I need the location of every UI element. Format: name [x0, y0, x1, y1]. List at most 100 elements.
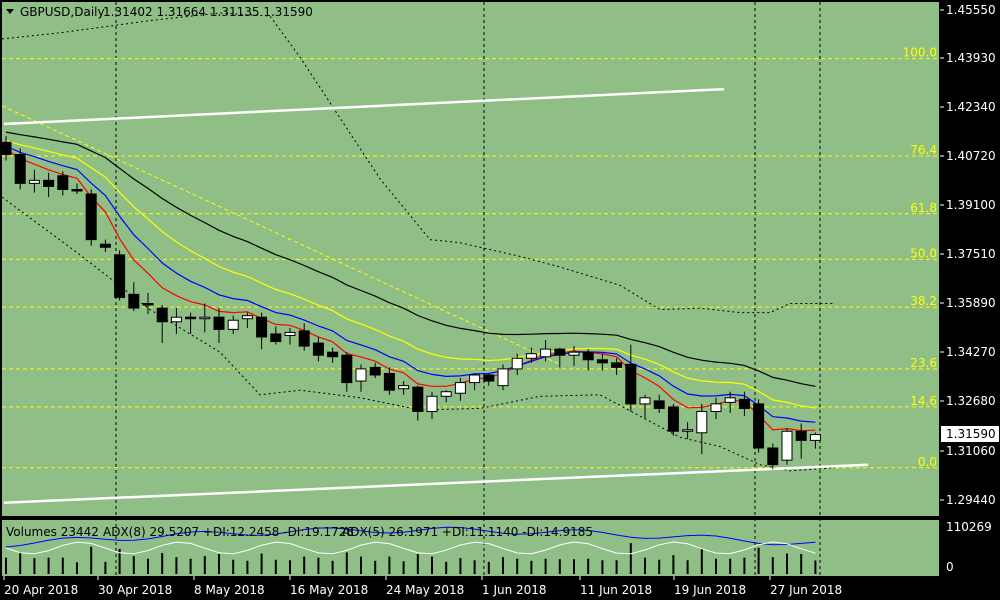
adx-main-line: [5, 526, 816, 548]
candle-body[interactable]: [483, 374, 495, 382]
candle-body[interactable]: [611, 362, 623, 368]
fib-level-label: 50.0: [910, 246, 937, 260]
price-axis-bg: [940, 0, 1000, 600]
candle-body[interactable]: [128, 293, 140, 309]
candle-body[interactable]: [696, 410, 708, 434]
date-label: 8 May 2018: [194, 583, 265, 597]
candle-body[interactable]: [398, 385, 410, 390]
volumes-label: Volumes 23442: [6, 525, 99, 539]
price-tick-label: 1.43930: [946, 51, 996, 65]
adx5-label: ADX(5) 26.1971 +DI:11.1140 -DI:14.9185: [342, 525, 593, 539]
candle-body[interactable]: [596, 359, 608, 364]
price-tick-label: 1.35890: [946, 296, 996, 310]
fib-level-label: 38.2: [910, 294, 937, 308]
fib-level-label: 0.0: [918, 455, 937, 469]
price-tick-label: 1.40720: [946, 149, 996, 163]
candle-body[interactable]: [284, 331, 296, 336]
current-price-label: 1.31590: [946, 427, 996, 441]
price-tick-label: 1.42340: [946, 100, 996, 114]
candle-body[interactable]: [469, 374, 481, 384]
date-label: 1 Jun 2018: [482, 583, 547, 597]
price-tick-label: 1.31060: [946, 444, 996, 458]
candle-body[interactable]: [724, 397, 736, 403]
candle-body[interactable]: [0, 141, 12, 155]
candle-body[interactable]: [554, 348, 566, 356]
candle-body[interactable]: [781, 430, 793, 461]
price-tick-label: 1.29440: [946, 493, 996, 507]
candle-body[interactable]: [14, 153, 26, 184]
candle-body[interactable]: [28, 179, 40, 184]
candle-body[interactable]: [653, 400, 665, 409]
candle-body[interactable]: [327, 351, 339, 358]
date-label: 30 Apr 2018: [98, 583, 172, 597]
candle-body[interactable]: [497, 368, 509, 387]
candle-body[interactable]: [710, 403, 722, 412]
candle-body[interactable]: [795, 430, 807, 441]
date-label: 19 Jun 2018: [674, 583, 746, 597]
candle-body[interactable]: [440, 391, 452, 397]
volume-tick-label: 110269: [946, 520, 992, 534]
ohlc-readout: 1.31402 1.31664 1.31135 1.31590: [103, 5, 313, 19]
volume-tick-label: 0: [946, 560, 954, 574]
candle-body[interactable]: [199, 316, 211, 320]
candle-body[interactable]: [525, 353, 537, 359]
lower-trendline[interactable]: [3, 463, 869, 504]
date-label: 24 May 2018: [386, 583, 464, 597]
candle-body[interactable]: [369, 366, 381, 376]
candle-body[interactable]: [682, 429, 694, 432]
fib-level-label: 14.6: [910, 394, 937, 408]
fib-diagonal: [1, 105, 561, 365]
candle-body[interactable]: [511, 357, 523, 370]
price-tick-label: 1.37510: [946, 247, 996, 261]
date-label: 20 Apr 2018: [4, 583, 78, 597]
candle-body[interactable]: [454, 382, 466, 394]
indicator-area[interactable]: [2, 520, 939, 576]
price-tick-label: 1.39100: [946, 198, 996, 212]
candle-body[interactable]: [213, 316, 225, 330]
candle-body[interactable]: [227, 319, 239, 330]
candle-body[interactable]: [241, 315, 253, 320]
candle-body[interactable]: [412, 386, 424, 412]
candle-body[interactable]: [667, 406, 679, 432]
candle-body[interactable]: [426, 395, 438, 412]
candle-body[interactable]: [639, 397, 651, 405]
candle-body[interactable]: [57, 175, 69, 190]
candle-body[interactable]: [85, 193, 97, 241]
candle-body[interactable]: [43, 179, 55, 187]
fib-level-label: 76.4: [910, 143, 937, 157]
candle-body[interactable]: [270, 333, 282, 343]
candle-body[interactable]: [625, 363, 637, 405]
candle-body[interactable]: [99, 243, 111, 248]
candle-body[interactable]: [298, 330, 310, 347]
candle-body[interactable]: [170, 316, 182, 323]
candle-body[interactable]: [540, 348, 552, 358]
candle-body[interactable]: [114, 254, 126, 298]
upper-trendline[interactable]: [3, 87, 725, 126]
candle-body[interactable]: [568, 351, 580, 356]
price-tick-label: 1.45550: [946, 3, 996, 17]
ma-fast-line: [5, 148, 816, 432]
candle-body[interactable]: [355, 368, 367, 382]
candle-body[interactable]: [185, 316, 197, 320]
candle-body[interactable]: [738, 398, 750, 409]
candle-body[interactable]: [142, 303, 154, 306]
candle-body[interactable]: [582, 351, 594, 361]
candle-body[interactable]: [383, 372, 395, 391]
candle-body[interactable]: [71, 188, 83, 192]
ma-long-line: [5, 131, 816, 387]
candle-body[interactable]: [809, 434, 821, 441]
candle-body[interactable]: [312, 342, 324, 356]
fib-level-label: 61.8: [910, 201, 937, 215]
candle-body[interactable]: [753, 403, 765, 449]
adx-di-line: [5, 541, 816, 555]
dropdown-triangle-icon[interactable]: [6, 9, 14, 14]
candle-body[interactable]: [341, 354, 353, 384]
ma-slow-line: [5, 140, 816, 409]
price-tick-label: 1.34270: [946, 345, 996, 359]
candle-body[interactable]: [767, 447, 779, 466]
candle-body[interactable]: [156, 307, 168, 323]
candle-body[interactable]: [256, 316, 268, 338]
date-label: 11 Jun 2018: [580, 583, 652, 597]
fib-level-label: 23.6: [910, 356, 937, 370]
